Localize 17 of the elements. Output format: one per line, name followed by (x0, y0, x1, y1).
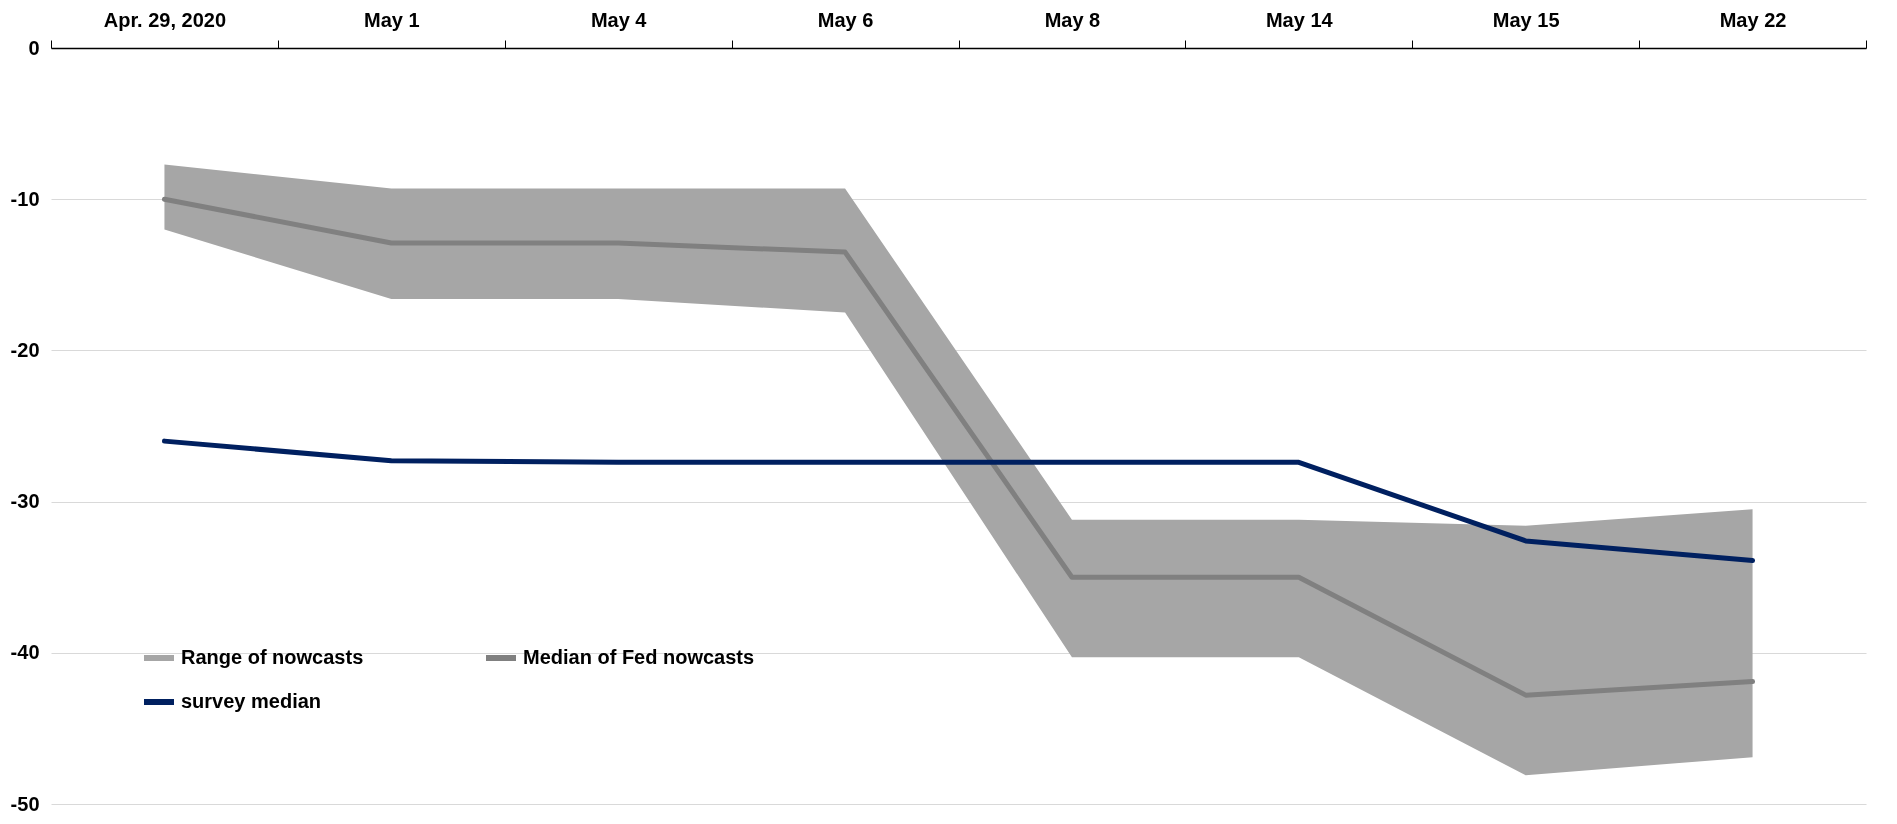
y-tick-label: -50 (10, 792, 40, 815)
x-tick-label: May 14 (1265, 8, 1334, 31)
x-tick-label: May 1 (364, 8, 420, 31)
y-tick-label: -20 (10, 338, 40, 361)
legend-label: survey median (181, 690, 322, 712)
legend-label: Median of Fed nowcasts (523, 646, 755, 668)
y-tick-label: -40 (10, 641, 40, 664)
x-tick-label: May 6 (817, 8, 874, 31)
y-tick-label: 0 (28, 36, 40, 59)
x-tick-label: Apr. 29, 2020 (103, 8, 227, 31)
x-tick-label: May 8 (1044, 8, 1101, 31)
y-tick-label: -30 (10, 490, 40, 513)
x-tick-label: May 15 (1492, 8, 1560, 31)
y-tick-label: -10 (10, 187, 40, 210)
x-tick-label: May 4 (590, 8, 648, 31)
annotation: Range of nowcasts (181, 646, 364, 668)
x-tick-label: May 22 (1719, 8, 1787, 31)
